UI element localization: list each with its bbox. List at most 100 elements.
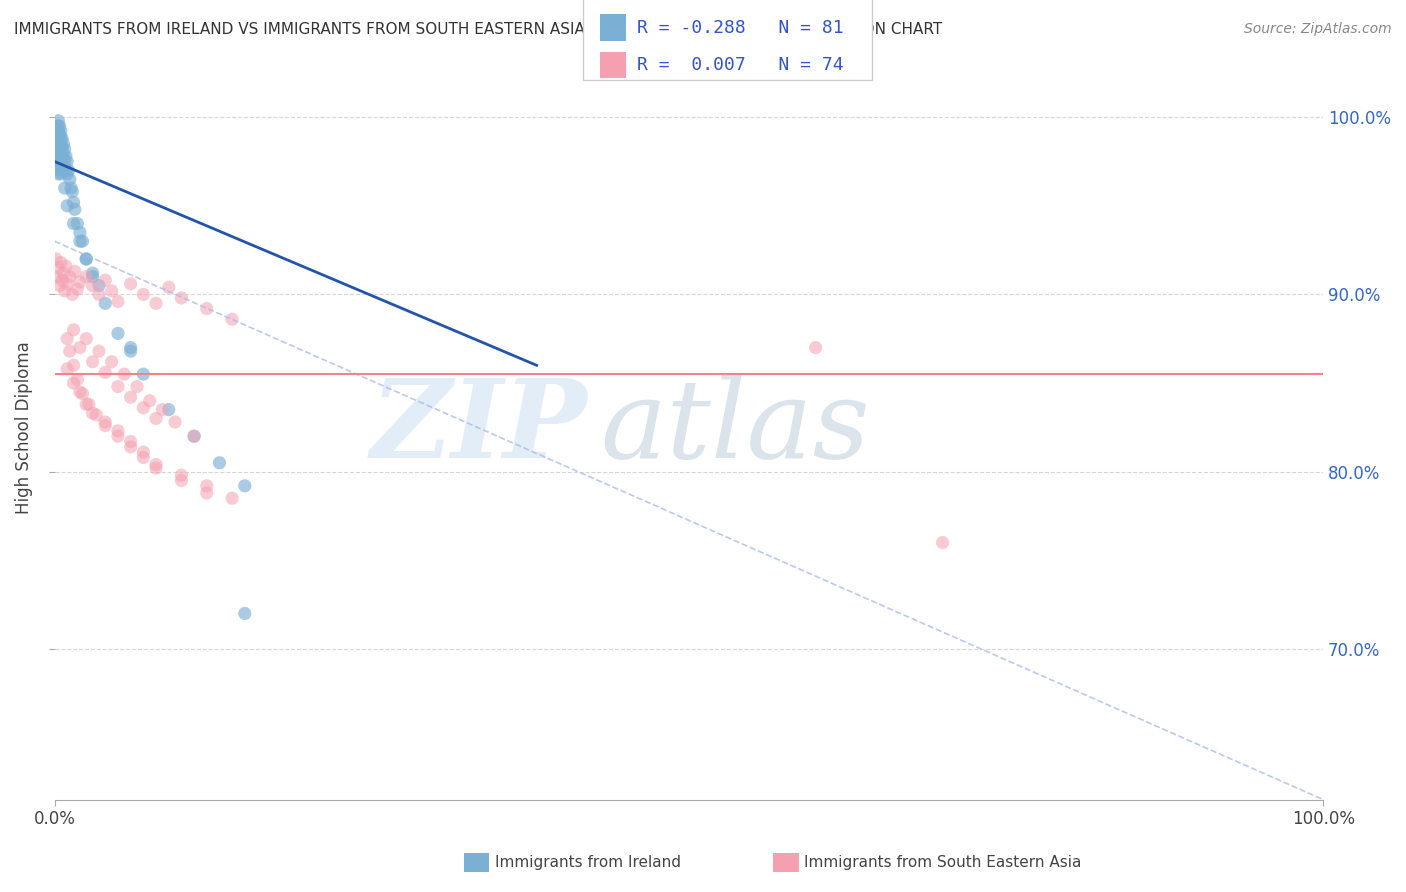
Point xyxy=(59,344,82,359)
Point xyxy=(221,312,243,326)
Point xyxy=(55,259,77,273)
Point xyxy=(87,278,110,293)
Point xyxy=(49,154,72,169)
Point xyxy=(112,367,135,381)
Point xyxy=(94,418,117,433)
Point xyxy=(56,332,79,346)
Point xyxy=(59,269,82,284)
Point xyxy=(75,252,97,266)
Point xyxy=(56,154,79,169)
Point xyxy=(100,284,122,298)
Point xyxy=(75,332,97,346)
Point xyxy=(170,291,193,305)
Point xyxy=(60,287,83,301)
Point xyxy=(45,136,67,151)
Point xyxy=(46,133,69,147)
Point xyxy=(132,367,155,381)
Point xyxy=(145,461,167,475)
Point xyxy=(45,252,67,266)
Point xyxy=(195,479,218,493)
Point xyxy=(48,136,70,151)
Point xyxy=(59,172,82,186)
Point xyxy=(75,269,97,284)
Point xyxy=(53,284,76,298)
Point xyxy=(48,149,70,163)
Point xyxy=(48,154,70,169)
Point xyxy=(94,365,117,379)
Point xyxy=(75,252,97,266)
Text: IMMIGRANTS FROM IRELAND VS IMMIGRANTS FROM SOUTH EASTERN ASIA HIGH SCHOOL DIPLOM: IMMIGRANTS FROM IRELAND VS IMMIGRANTS FR… xyxy=(14,22,942,37)
Point xyxy=(931,535,953,549)
Point xyxy=(66,217,89,231)
Point xyxy=(60,181,83,195)
Point xyxy=(208,456,231,470)
Y-axis label: High School Diploma: High School Diploma xyxy=(15,341,32,514)
Point xyxy=(53,181,76,195)
Point xyxy=(51,160,73,174)
Point xyxy=(82,278,104,293)
Text: Source: ZipAtlas.com: Source: ZipAtlas.com xyxy=(1244,22,1392,37)
Point xyxy=(56,167,79,181)
Point xyxy=(145,458,167,472)
Point xyxy=(82,269,104,284)
Point xyxy=(51,273,73,287)
Point xyxy=(221,491,243,506)
Point xyxy=(94,273,117,287)
Point xyxy=(46,142,69,156)
Point xyxy=(107,379,129,393)
Point xyxy=(46,154,69,169)
Point xyxy=(170,468,193,483)
Point xyxy=(49,255,72,269)
Point xyxy=(45,122,67,136)
Point xyxy=(52,136,75,151)
Point xyxy=(48,128,70,142)
Text: R =  0.007   N = 74: R = 0.007 N = 74 xyxy=(637,56,844,74)
Point xyxy=(46,113,69,128)
Point xyxy=(138,393,160,408)
Point xyxy=(51,131,73,145)
Point xyxy=(46,122,69,136)
Point xyxy=(46,124,69,138)
Point xyxy=(49,149,72,163)
Point xyxy=(46,136,69,151)
Point xyxy=(120,390,142,404)
Point xyxy=(58,163,80,178)
Point xyxy=(107,294,129,309)
Point xyxy=(46,269,69,284)
Point xyxy=(52,149,75,163)
Point xyxy=(55,163,77,178)
Point xyxy=(51,140,73,154)
Point xyxy=(125,379,148,393)
Point xyxy=(46,149,69,163)
Point xyxy=(145,296,167,310)
Point xyxy=(107,326,129,341)
Point xyxy=(46,119,69,133)
Point xyxy=(62,217,84,231)
Point xyxy=(183,429,205,443)
Point xyxy=(107,424,129,438)
Point xyxy=(46,160,69,174)
Point xyxy=(46,131,69,145)
Point xyxy=(46,136,69,151)
Point xyxy=(170,474,193,488)
Point xyxy=(60,185,83,199)
Point xyxy=(82,266,104,280)
Point xyxy=(82,355,104,369)
Point xyxy=(120,440,142,454)
Point xyxy=(46,154,69,169)
Text: ZIP: ZIP xyxy=(371,374,588,481)
Point xyxy=(100,355,122,369)
Point xyxy=(195,486,218,500)
Point xyxy=(46,167,69,181)
Point xyxy=(51,163,73,178)
Point xyxy=(56,277,79,291)
Point xyxy=(145,411,167,425)
Point xyxy=(49,167,72,181)
Point xyxy=(62,376,84,390)
Point xyxy=(157,280,180,294)
Point xyxy=(46,260,69,275)
Point xyxy=(804,341,827,355)
Point xyxy=(66,282,89,296)
Point xyxy=(77,397,100,411)
Point xyxy=(69,341,91,355)
